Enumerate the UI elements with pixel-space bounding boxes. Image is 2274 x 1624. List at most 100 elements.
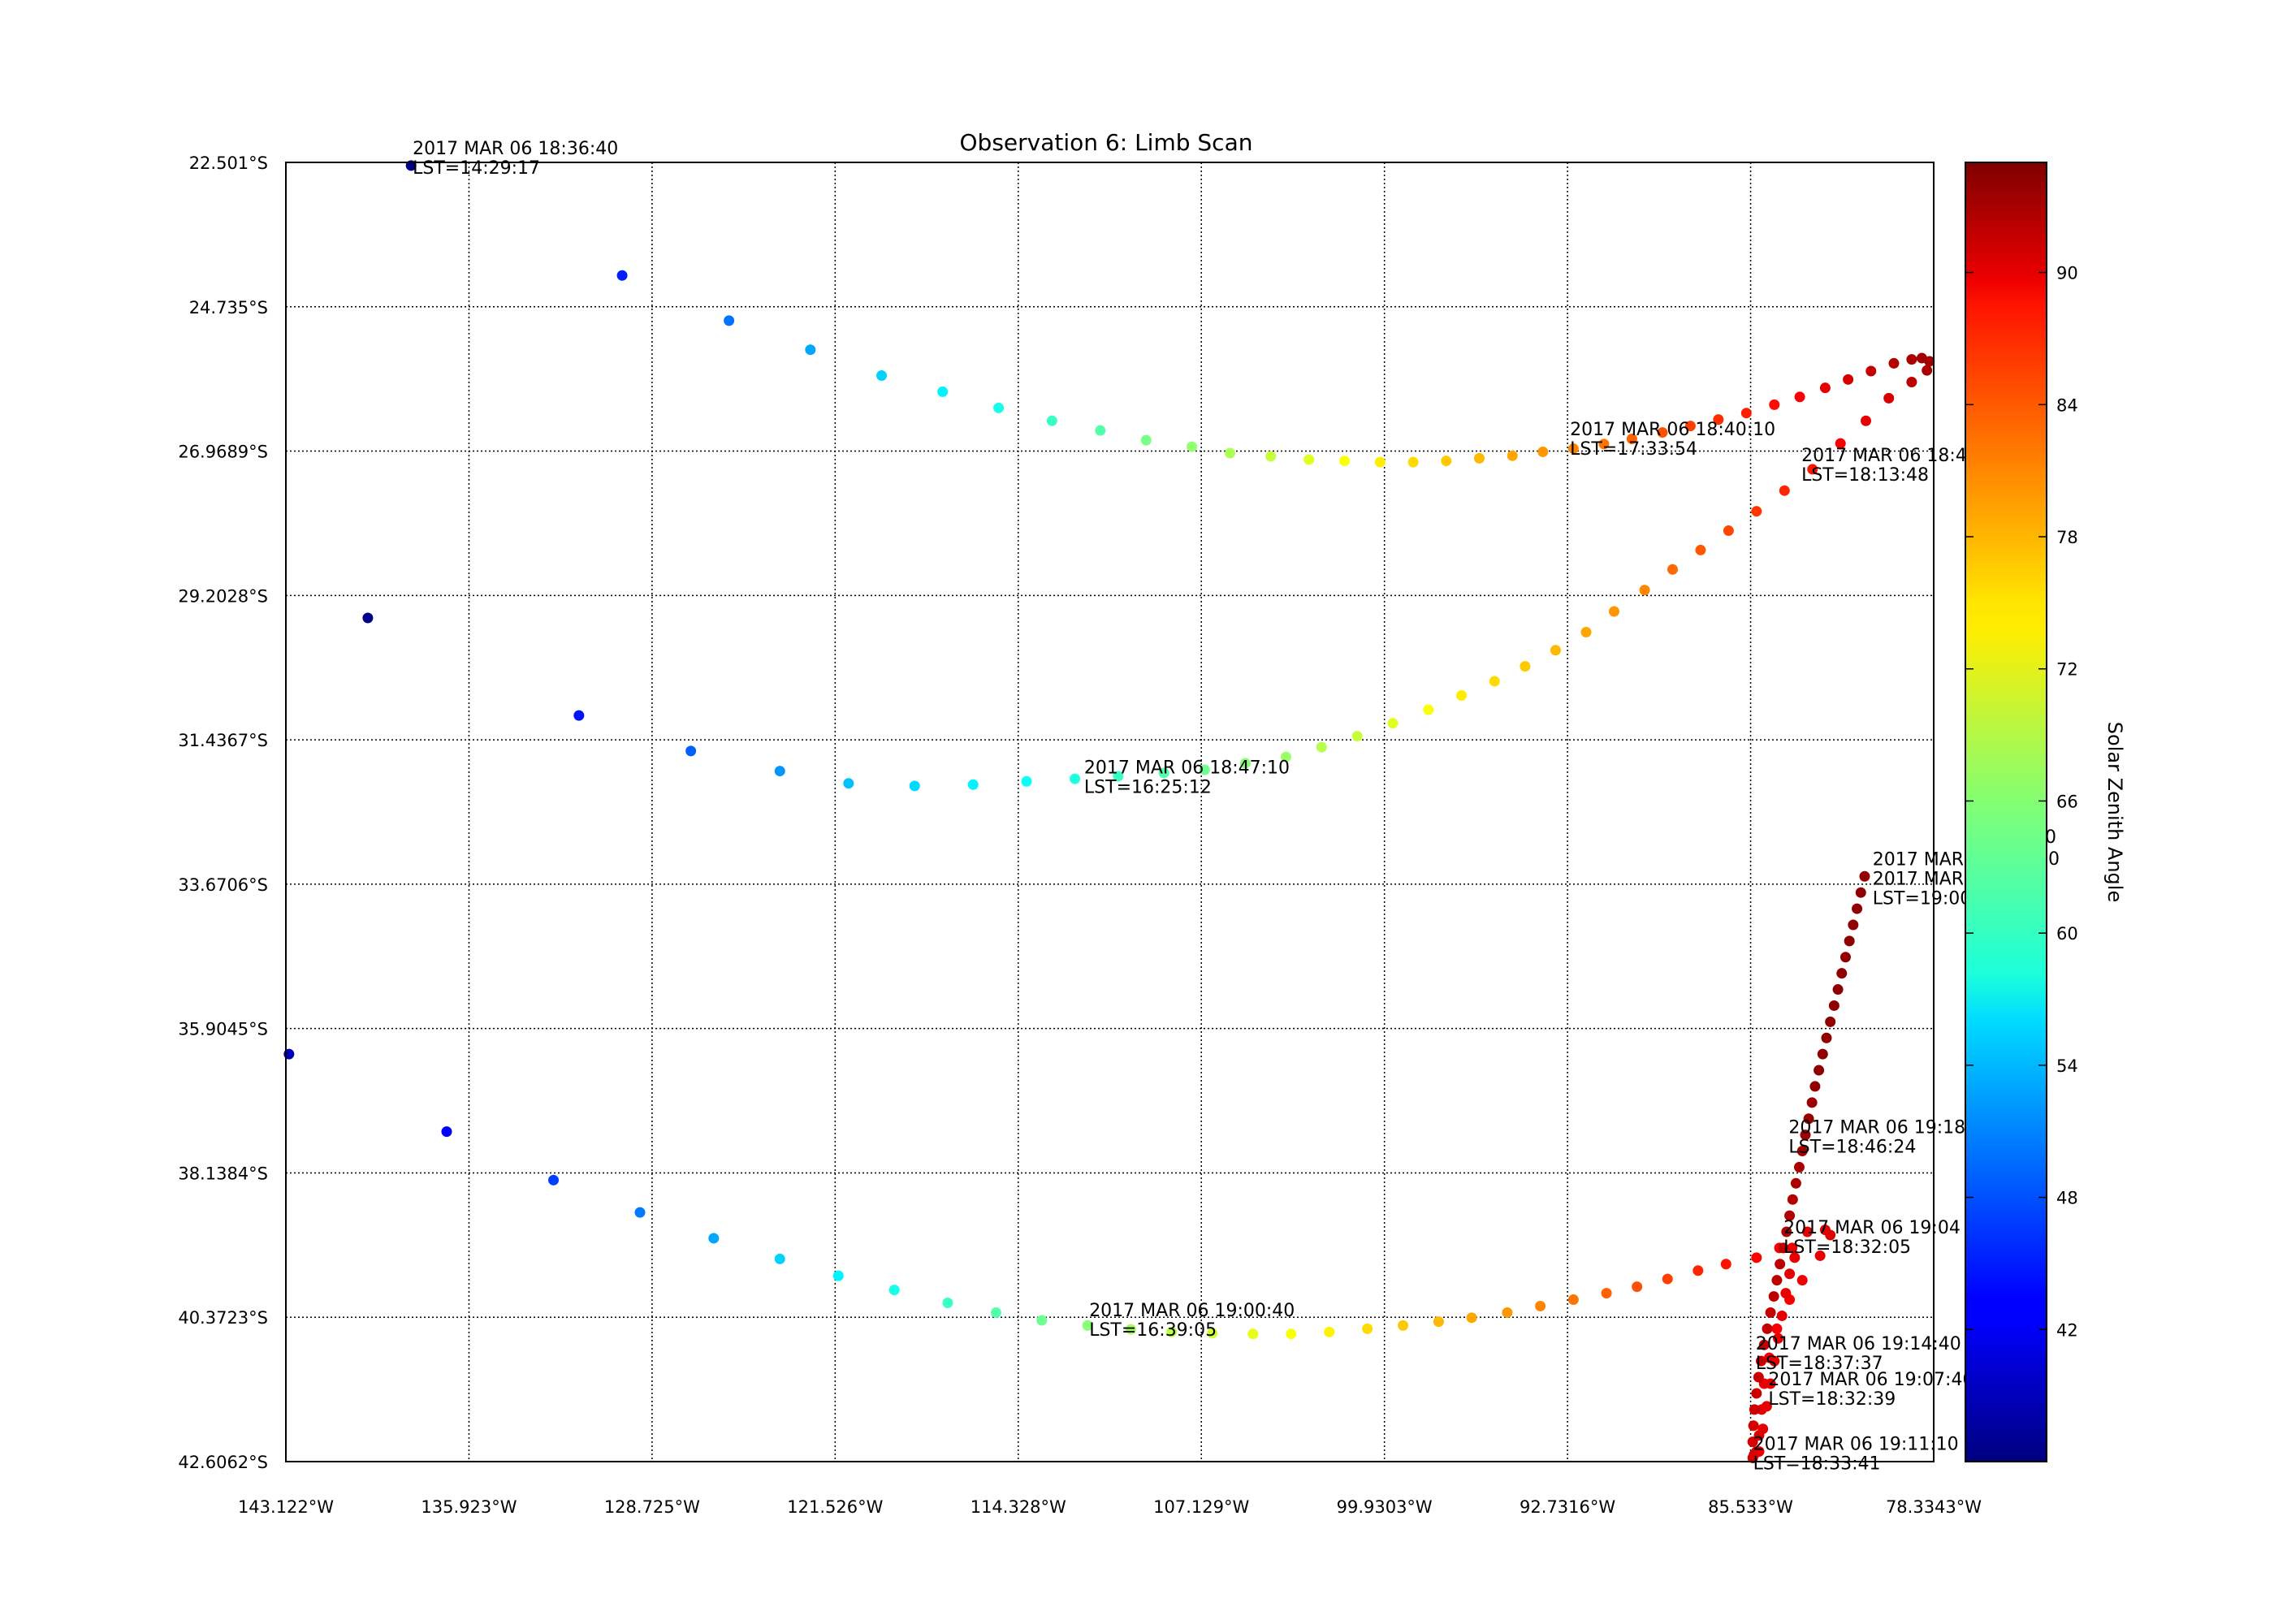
data-point — [1861, 415, 1872, 426]
point-annotation-text: 2017 MAR 06 19:00:40 — [1089, 1301, 1295, 1321]
point-annotation-text: LST=18:46:24 — [1788, 1138, 1916, 1158]
data-point — [1906, 376, 1917, 387]
data-point — [1787, 1194, 1798, 1205]
y-tick-label: 33.6706°S — [178, 875, 268, 895]
data-point — [1765, 1378, 1776, 1389]
point-annotation-text: 2017 MAR 06 18:40:10 — [1570, 420, 1775, 440]
data-point — [441, 1126, 452, 1138]
data-point — [1796, 1275, 1808, 1286]
data-point — [1720, 1259, 1731, 1270]
data-point — [832, 1270, 844, 1281]
data-point — [1239, 758, 1251, 769]
data-point — [1814, 1065, 1825, 1076]
data-point — [1772, 1332, 1783, 1344]
data-point — [1906, 354, 1917, 365]
data-point — [1779, 485, 1790, 496]
data-point — [1809, 1081, 1821, 1092]
data-point — [1751, 506, 1762, 517]
data-point — [1747, 1436, 1758, 1448]
data-point — [1796, 1146, 1808, 1157]
data-point — [1751, 1388, 1762, 1399]
data-point — [805, 344, 816, 356]
x-tick-label: 121.526°W — [787, 1497, 883, 1517]
data-point — [1775, 1259, 1786, 1270]
data-point — [1667, 564, 1679, 575]
data-point — [1922, 365, 1933, 376]
data-point — [1095, 425, 1106, 436]
y-axis-ticks: 22.501°S 24.735°S 26.9689°S 29.2028°S 31.436… — [178, 153, 268, 1472]
data-point — [1225, 447, 1236, 459]
data-point — [942, 1298, 953, 1309]
data-point — [1859, 870, 1870, 882]
data-point — [1166, 1326, 1178, 1337]
data-point — [1755, 1355, 1766, 1367]
data-point — [1502, 1307, 1513, 1318]
x-tick-label: 135.923°W — [421, 1497, 517, 1517]
data-points — [283, 160, 1935, 1464]
y-tick-label: 29.2028°S — [178, 586, 268, 606]
data-point — [1751, 1252, 1762, 1263]
data-point — [708, 1233, 720, 1244]
colorbar-tick-label: 66 — [2056, 792, 2078, 811]
data-point — [1657, 427, 1668, 438]
data-point — [1794, 391, 1805, 403]
data-point — [1828, 1000, 1840, 1011]
colorbar-tick-label: 72 — [2056, 660, 2078, 680]
x-tick-label: 143.122°W — [238, 1497, 334, 1517]
data-point — [1535, 1301, 1546, 1312]
data-point — [1567, 1294, 1579, 1306]
data-point — [1507, 450, 1518, 461]
data-point — [1280, 751, 1291, 762]
data-point — [1784, 1210, 1796, 1221]
y-tick-label: 42.6062°S — [178, 1453, 268, 1472]
data-point — [1801, 1226, 1813, 1237]
data-point — [1819, 382, 1831, 394]
x-tick-label: 114.328°W — [971, 1497, 1066, 1517]
data-point — [1286, 1328, 1297, 1340]
data-point — [1567, 443, 1579, 454]
data-point — [1784, 1268, 1796, 1280]
data-point — [1769, 399, 1780, 410]
data-point — [1768, 1291, 1779, 1302]
point-annotation-text: LST=18:13:48 — [1801, 465, 1929, 486]
data-point — [1852, 903, 1863, 914]
data-point — [1433, 1316, 1444, 1328]
data-point — [1580, 626, 1592, 637]
data-point — [1855, 887, 1866, 898]
data-point — [1753, 1371, 1764, 1383]
data-point — [1362, 1323, 1373, 1334]
y-tick-label: 31.4367°S — [178, 731, 268, 750]
data-point — [1316, 741, 1327, 753]
data-point — [1749, 1404, 1760, 1415]
data-point — [548, 1174, 560, 1186]
data-point — [1825, 1016, 1836, 1027]
point-annotation-text: LST=16:25:12 — [1084, 777, 1212, 797]
colorbar-tick-label: 78 — [2056, 528, 2078, 547]
x-tick-label: 99.9303°W — [1337, 1497, 1433, 1517]
data-point — [362, 612, 374, 624]
data-point — [1761, 1401, 1772, 1412]
point-annotation-text: 2017 MAR 06 18:47:10 — [1084, 758, 1290, 778]
data-point — [1789, 1252, 1801, 1263]
data-point — [1832, 984, 1844, 996]
data-point — [1865, 365, 1877, 377]
data-point — [1817, 1048, 1828, 1060]
point-annotation-text: 2017 MAR 06 18:4 — [1801, 446, 1967, 466]
x-tick-label: 107.129°W — [1153, 1497, 1249, 1517]
data-point — [1888, 357, 1900, 369]
colorbar-tick-label: 90 — [2056, 264, 2078, 283]
data-point — [1821, 1032, 1832, 1043]
data-point — [1814, 1250, 1826, 1261]
data-point — [1662, 1273, 1673, 1285]
data-point — [1199, 764, 1210, 775]
data-point — [1339, 456, 1351, 467]
chart-title: Observation 6: Limb Scan — [960, 129, 1253, 156]
point-annotation-text: 2017 MAR 06 19:18 — [1788, 1118, 1965, 1138]
data-point — [1835, 438, 1846, 449]
colorbar-tick-label: 48 — [2056, 1189, 2078, 1208]
data-point — [1844, 935, 1855, 947]
data-point — [1046, 415, 1057, 426]
y-tick-label: 40.3723°S — [178, 1308, 268, 1328]
data-point — [1762, 1323, 1773, 1334]
